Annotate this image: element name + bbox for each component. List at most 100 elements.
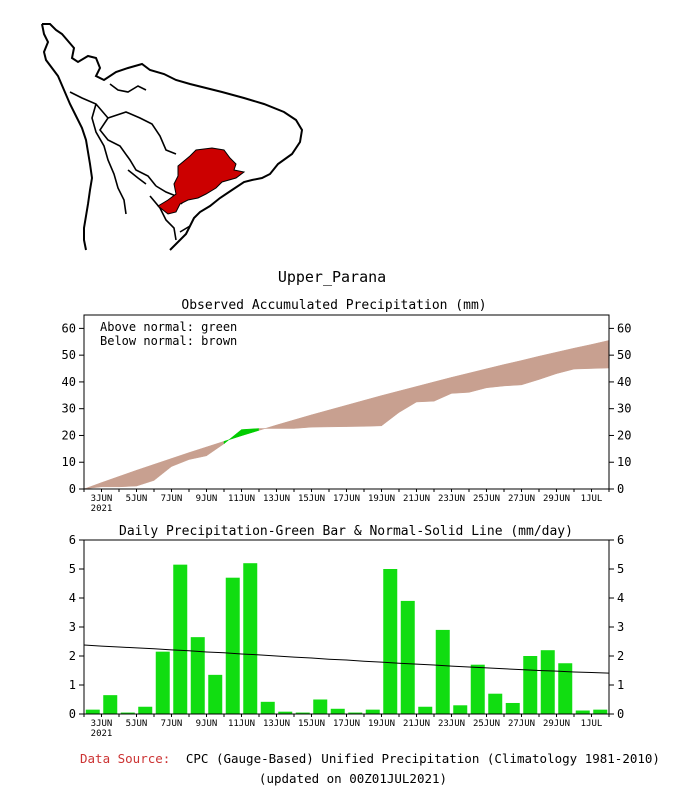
acc-xtick-label: 1JUL	[581, 494, 603, 504]
daily-chart-title: Daily Precipitation-Green Bar & Normal-S…	[119, 524, 573, 539]
legend-below-normal: Below normal: brown	[100, 334, 237, 348]
acc-ytick-label-right: 30	[617, 402, 631, 416]
daily-bar	[208, 674, 223, 714]
acc-xtick-label: 21JUN	[403, 494, 430, 504]
daily-bar	[488, 693, 503, 714]
footer-source: Data Source: CPC (Gauge-Based) Unified P…	[80, 751, 660, 766]
accumulated-segment	[556, 347, 575, 374]
accumulated-segment	[521, 355, 540, 386]
daily-ytick-label-right: 5	[617, 562, 624, 576]
daily-xtick-label: 3JUN	[91, 719, 113, 729]
acc-ytick-label-left: 20	[62, 428, 76, 442]
acc-ytick-label-left: 10	[62, 455, 76, 469]
daily-xtick-label: 17JUN	[333, 719, 360, 729]
daily-bar	[155, 651, 170, 714]
accumulated-segment	[538, 351, 557, 380]
acc-ytick-label-right: 60	[617, 321, 631, 335]
daily-bar	[243, 563, 258, 714]
daily-xtick-label: 5JUN	[126, 719, 148, 729]
accumulated-chart-title: Observed Accumulated Precipitation (mm)	[181, 298, 486, 313]
accumulated-segment	[433, 377, 452, 402]
daily-ytick-label-left: 0	[69, 707, 76, 721]
region-title: Upper_Parana	[278, 268, 386, 286]
daily-ytick-label-left: 5	[69, 562, 76, 576]
daily-xtick-label: 27JUN	[508, 719, 535, 729]
daily-ytick-label-right: 1	[617, 678, 624, 692]
accumulated-segment	[346, 400, 365, 427]
daily-bar	[120, 712, 135, 714]
daily-xtick-label: 13JUN	[263, 719, 290, 729]
south-america-map	[40, 22, 304, 251]
acc-xtick-label: 3JUN	[91, 494, 113, 504]
daily-bar	[190, 637, 205, 714]
accumulated-segment	[171, 452, 190, 467]
daily-bar	[470, 664, 485, 714]
daily-xtick-label: 19JUN	[368, 719, 395, 729]
daily-ytick-label-left: 3	[69, 620, 76, 634]
daily-ytick-label-left: 4	[69, 591, 76, 605]
acc-xtick-label: 23JUN	[438, 494, 465, 504]
daily-xtick-label: 25JUN	[473, 719, 500, 729]
accumulated-chart: Observed Accumulated Precipitation (mm) …	[62, 298, 632, 514]
data-source-label: Data Source:	[80, 751, 170, 766]
acc-ytick-label-left: 30	[62, 402, 76, 416]
acc-ytick-label-left: 0	[69, 482, 76, 496]
legend-above-normal: Above normal: green	[100, 320, 237, 334]
acc-xtick-label: 5JUN	[126, 494, 148, 504]
daily-xtick-label: 1JUL	[581, 719, 603, 729]
daily-ytick-label-right: 3	[617, 620, 624, 634]
accumulated-segment	[153, 458, 172, 481]
daily-bars-layer	[85, 563, 608, 714]
acc-xtick-label: 29JUN	[543, 494, 570, 504]
daily-bar	[383, 569, 398, 714]
acc-ytick-label-right: 50	[617, 348, 631, 362]
accumulated-segment	[206, 441, 225, 457]
daily-ytick-label-right: 4	[617, 591, 624, 605]
accumulated-segment	[83, 482, 102, 490]
daily-bar	[225, 577, 240, 714]
accumulated-segment	[241, 428, 260, 437]
daily-bar	[85, 709, 100, 714]
daily-xtick-label: 29JUN	[543, 719, 570, 729]
acc-xtick-label: 15JUN	[298, 494, 325, 504]
accumulated-segment	[101, 476, 120, 488]
acc-xtick-label: 25JUN	[473, 494, 500, 504]
daily-ytick-label-right: 6	[617, 533, 624, 547]
accumulated-segment	[468, 368, 487, 393]
accumulated-segment	[398, 386, 417, 413]
daily-bar	[435, 629, 450, 714]
daily-xtick-label: 21JUN	[403, 719, 430, 729]
daily-axes: 0 0 1 1 2 2 3 3 4 4 5 5 6 6 3JUN 5JUN 7JUN 9JUN 11JUN 13JUN…	[69, 533, 624, 739]
daily-bar	[348, 712, 363, 714]
acc-xtick-label: 19JUN	[368, 494, 395, 504]
daily-bar	[313, 699, 328, 714]
accumulated-segment	[188, 446, 207, 460]
acc-xtick-label: 17JUN	[333, 494, 360, 504]
accumulated-segment	[311, 409, 330, 428]
daily-bar	[260, 701, 275, 714]
accumulated-segment	[293, 414, 312, 429]
acc-ytick-label-left: 50	[62, 348, 76, 362]
acc-xtick-label: 9JUN	[196, 494, 218, 504]
daily-bar	[523, 656, 538, 714]
acc-xtick-label: 13JUN	[263, 494, 290, 504]
daily-year-label: 2021	[91, 729, 113, 739]
daily-ytick-label-right: 0	[617, 707, 624, 721]
daily-xtick-label: 7JUN	[161, 719, 183, 729]
accumulated-segment	[591, 340, 610, 369]
daily-xtick-label: 9JUN	[196, 719, 218, 729]
acc-xtick-label: 27JUN	[508, 494, 535, 504]
daily-xtick-label: 11JUN	[228, 719, 255, 729]
daily-bar	[418, 706, 433, 714]
acc-ytick-label-right: 10	[617, 455, 631, 469]
accumulated-segment	[381, 390, 400, 427]
acc-ytick-label-left: 40	[62, 375, 76, 389]
acc-xtick-label: 11JUN	[228, 494, 255, 504]
accumulated-segment	[118, 469, 137, 488]
accumulated-segment	[503, 360, 522, 387]
upper-parana-region	[157, 147, 246, 215]
daily-bar	[540, 650, 555, 714]
daily-bar	[558, 663, 573, 714]
accumulated-segment	[363, 395, 382, 427]
acc-ytick-label-right: 0	[617, 482, 624, 496]
